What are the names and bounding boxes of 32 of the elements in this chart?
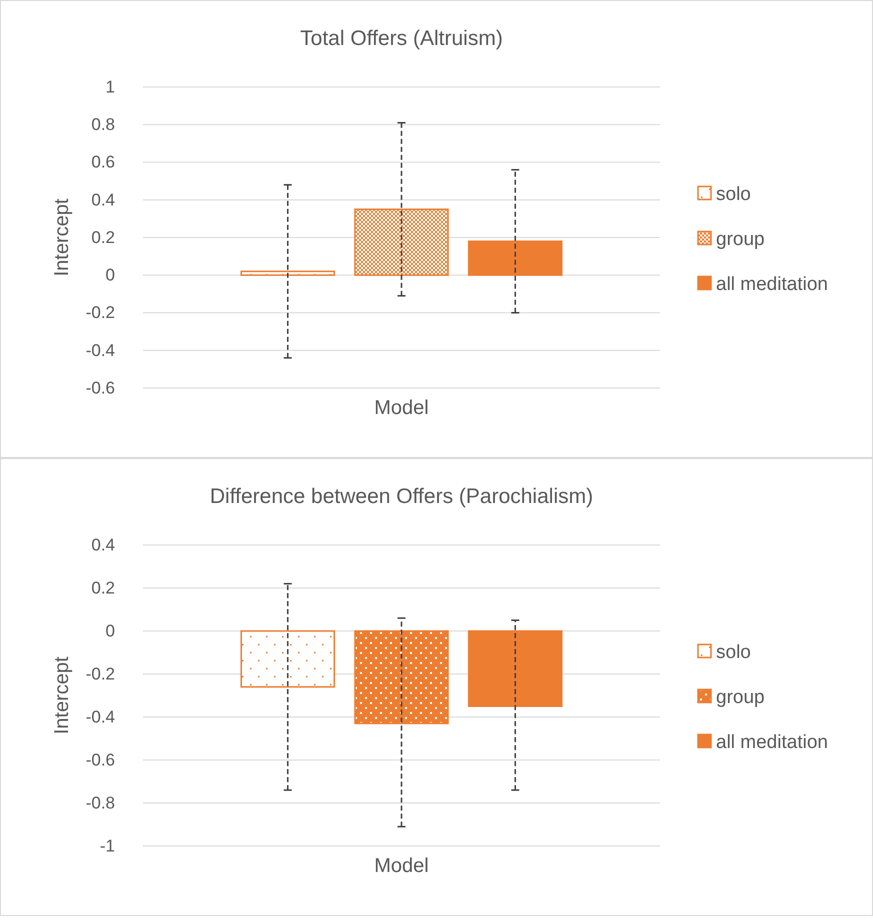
y-tick-label: 0.6 bbox=[91, 152, 115, 172]
bar bbox=[354, 208, 449, 276]
x-tick-label: Model bbox=[374, 855, 429, 878]
y-tick-label: -0.6 bbox=[86, 750, 115, 770]
y-tick-label: -0.4 bbox=[86, 340, 115, 360]
y-tick-label: 0.8 bbox=[91, 115, 115, 134]
y-tick-label: -0.2 bbox=[86, 664, 115, 684]
y-tick-label: 0.2 bbox=[91, 578, 115, 598]
chart-title: Difference between Offers (Parochialism) bbox=[210, 485, 594, 508]
y-tick-label: -0.2 bbox=[86, 303, 115, 322]
bar bbox=[240, 270, 336, 276]
legend-label: solo bbox=[716, 642, 751, 664]
legend-label: group bbox=[716, 229, 765, 250]
legend-label: solo bbox=[716, 184, 751, 206]
y-axis-title: Intercept bbox=[51, 656, 73, 734]
y-axis-title: Intercept bbox=[51, 198, 73, 276]
y-tick-label: 1 bbox=[106, 77, 115, 96]
y-tick-label: 0.4 bbox=[91, 535, 115, 554]
legend-label: group bbox=[716, 687, 765, 708]
y-tick-label: 0 bbox=[106, 266, 115, 285]
y-tick-label: -0.6 bbox=[86, 378, 115, 398]
legend-label: all meditation bbox=[716, 732, 828, 754]
y-tick-label: 0.4 bbox=[91, 190, 115, 210]
chart-title: Total Offers (Altruism) bbox=[300, 27, 503, 50]
bar bbox=[468, 240, 563, 276]
legend-label: all meditation bbox=[716, 274, 828, 296]
y-tick-label: -1 bbox=[100, 836, 115, 856]
y-tick-label: -0.4 bbox=[86, 707, 115, 726]
y-tick-label: -0.8 bbox=[86, 793, 115, 812]
x-tick-label: Model bbox=[374, 397, 429, 420]
y-tick-label: 0 bbox=[106, 621, 115, 640]
y-tick-label: 0.2 bbox=[91, 228, 115, 247]
